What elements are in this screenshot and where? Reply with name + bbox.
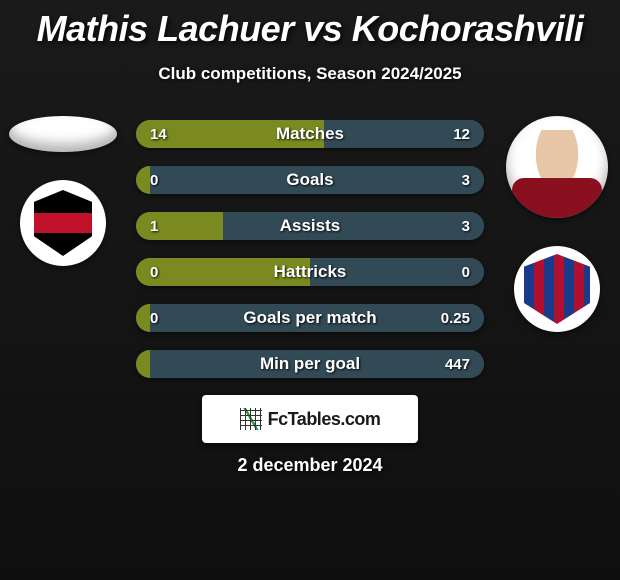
stat-value-right: 12 [453, 126, 470, 143]
stat-bar-fill-right [223, 212, 484, 240]
stat-bars: 1412Matches03Goals13Assists00Hattricks00… [136, 120, 484, 378]
stat-value-right: 447 [445, 356, 470, 373]
brand-text: FcTables.com [268, 409, 381, 430]
right-column [502, 116, 612, 332]
stat-bar: 1 3 Assists [136, 212, 484, 240]
left-column [8, 116, 118, 266]
stat-bar: 447 Min per goal [136, 350, 484, 378]
stat-bar: 0 0 Hattricks [136, 258, 484, 286]
stat-label: Min per goal [260, 354, 360, 374]
page-title: Mathis Lachuer vs Kochorashvili [0, 0, 620, 50]
stat-label: Hattricks [274, 262, 347, 282]
stat-value-right: 0 [462, 264, 470, 281]
player-right-photo [506, 116, 608, 218]
stat-bar: 0 0.25 Goals per match [136, 304, 484, 332]
stat-value-right: 3 [462, 172, 470, 189]
subtitle: Club competitions, Season 2024/2025 [0, 64, 620, 84]
stat-label: Goals [286, 170, 333, 190]
stat-value-left: 0 [150, 310, 158, 327]
stat-value-right: 0.25 [441, 310, 470, 327]
stat-label: Matches [276, 124, 344, 144]
stat-label: Goals per match [243, 308, 376, 328]
date-line: 2 december 2024 [0, 455, 620, 476]
brand-icon [240, 408, 262, 430]
stat-bar-fill-left [136, 350, 150, 378]
brand-badge: FcTables.com [202, 395, 418, 443]
player-left-photo [9, 116, 117, 152]
stat-bar-fill-left [136, 166, 150, 194]
stat-value-left: 0 [150, 264, 158, 281]
stat-value-right: 3 [462, 218, 470, 235]
stat-bar: 14 12 Matches [136, 120, 484, 148]
stat-bar: 0 3 Goals [136, 166, 484, 194]
stat-value-left: 1 [150, 218, 158, 235]
club-right-badge [514, 246, 600, 332]
stat-value-left: 14 [150, 126, 167, 143]
stat-label: Assists [280, 216, 340, 236]
club-left-badge [20, 180, 106, 266]
stat-value-left: 0 [150, 172, 158, 189]
stat-bar-fill-left [136, 304, 150, 332]
